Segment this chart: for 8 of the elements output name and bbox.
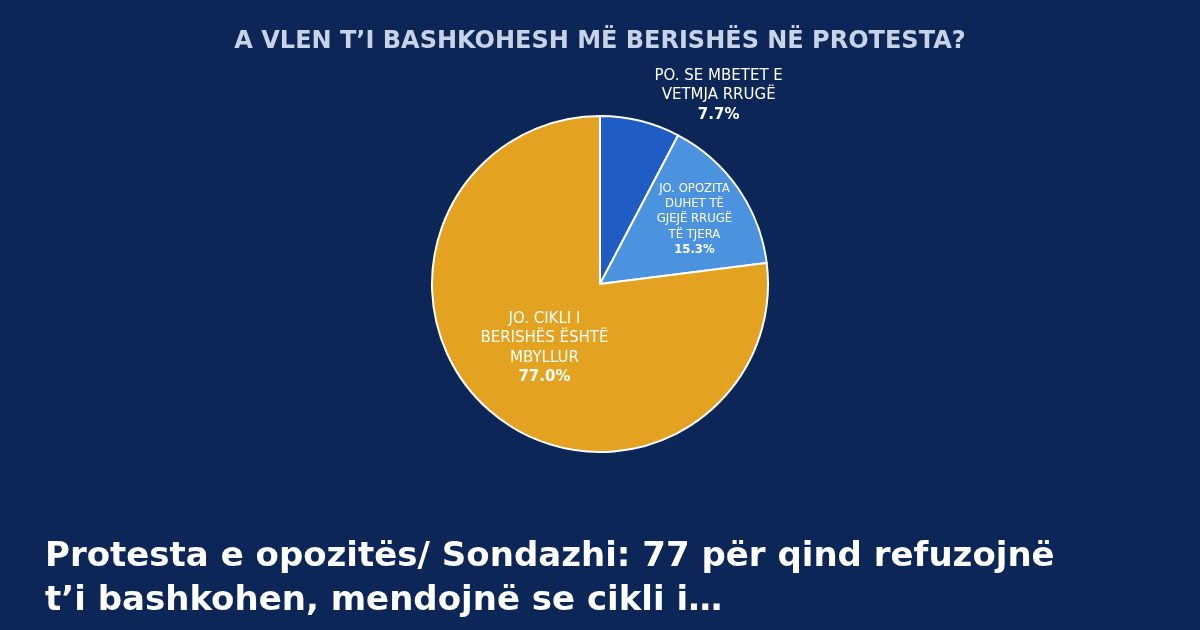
slice-label: JO. OPOZITA DUHET TË GJEJË RRUGË TË TJERA (656, 181, 733, 241)
data-label: 15.3% (674, 241, 715, 256)
chart-title: A VLEN T’I BASHKOHESH MË BERISHËS NË PROTESTA? (234, 25, 966, 55)
slice-label: PO. SE MBETET E VETMJA RRUGË (654, 65, 783, 104)
data-label: 77.0% (518, 367, 571, 386)
slice-label: JO. CIKLI I BERISHËS ËSHTË MBYLLUR (480, 308, 609, 366)
text: Protesta e opozitës/ Sondazhi: 77 për qind refuzojnë t’i bashkohen, mendojnë se cikli i… (45, 534, 1055, 619)
data-label: 7.7% (697, 104, 740, 123)
